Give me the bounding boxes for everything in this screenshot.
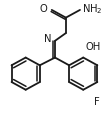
Text: OH: OH [85,42,101,52]
Text: N: N [44,34,52,44]
Text: F: F [94,97,100,107]
Text: O: O [40,4,47,14]
Text: NH$_2$: NH$_2$ [82,2,103,16]
